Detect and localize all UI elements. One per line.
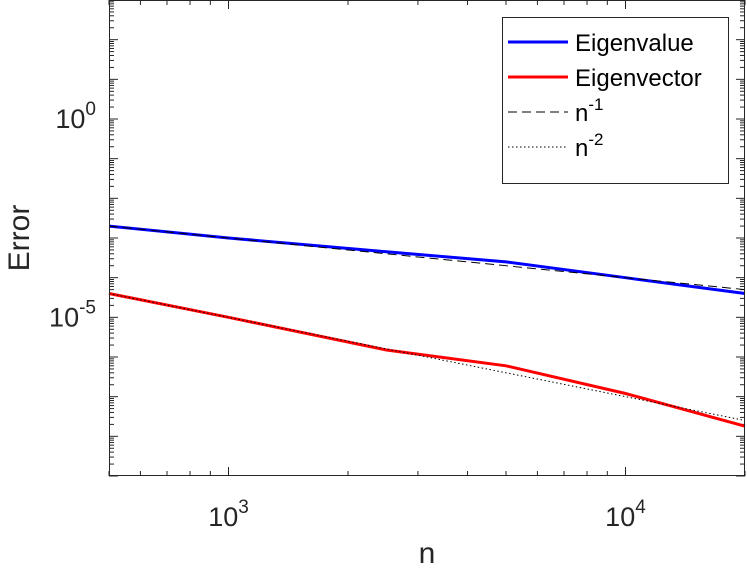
legend-label-2: n-1 [575, 95, 603, 127]
series-line-1 [108, 292, 746, 428]
legend-box [502, 17, 729, 184]
series-layer [108, 224, 746, 428]
legend-label-1: Eigenvector [575, 65, 702, 92]
legend-label-0: Eigenvalue [575, 30, 694, 57]
x-tick-label: 103 [208, 497, 249, 532]
series-line-3 [108, 293, 746, 421]
legend-label-3: n-2 [575, 130, 603, 162]
legend: Eigenvalue Eigenvector n-1 n-2 [502, 17, 729, 184]
series-line-2 [108, 225, 746, 291]
x-tick-label: 104 [605, 497, 646, 532]
x-axis-label: n [419, 537, 436, 570]
y-tick-label: 100 [55, 99, 96, 134]
y-axis-label: Error [3, 205, 36, 272]
plot-frame [109, 0, 745, 476]
y-tick-label: 10-5 [49, 297, 96, 332]
y-tick-labels: 100 10-5 [49, 99, 96, 332]
x-tick-labels: 103 104 [208, 497, 646, 532]
